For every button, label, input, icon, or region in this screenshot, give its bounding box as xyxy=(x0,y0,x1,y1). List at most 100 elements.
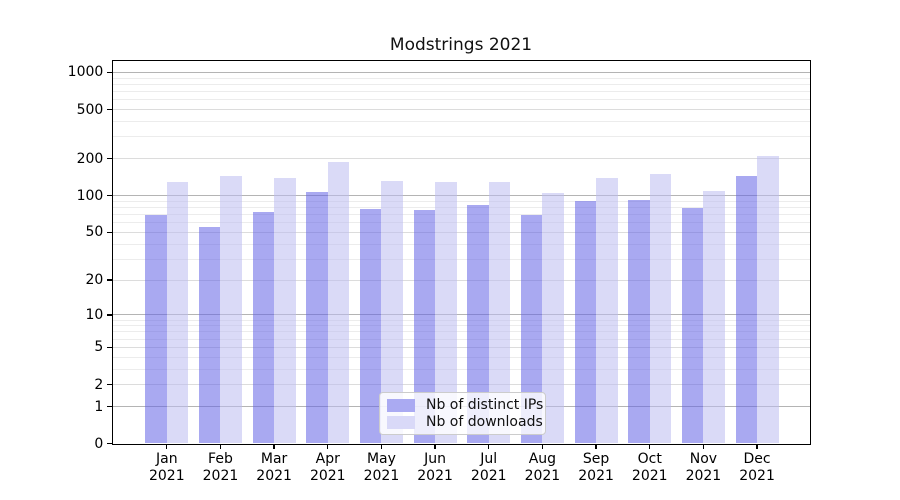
x-tick-month: Aug xyxy=(528,451,557,468)
x-tick-year: 2021 xyxy=(309,468,346,485)
x-tick-label-apr: Apr 2021 xyxy=(300,451,356,485)
minor-gridline xyxy=(113,121,810,123)
x-tick-month: Jun xyxy=(424,451,447,468)
x-tick-label-sep: Sep 2021 xyxy=(568,451,624,485)
y-tick-mark xyxy=(106,346,113,349)
minor-gridline xyxy=(113,77,810,79)
x-tick-mark xyxy=(488,444,490,450)
y-tick-label: 100 xyxy=(76,187,104,204)
x-tick-year: 2021 xyxy=(524,468,561,485)
x-tick-mark xyxy=(219,444,222,450)
minor-gridline xyxy=(113,331,810,333)
minor-gridline xyxy=(113,200,810,202)
x-tick-year: 2021 xyxy=(685,468,722,485)
x-tick-mark xyxy=(327,444,329,450)
bar-distinct-ips-jun xyxy=(413,209,436,444)
x-tick-mark xyxy=(756,444,758,450)
minor-gridline xyxy=(113,368,810,370)
x-tick-label-feb: Feb 2021 xyxy=(192,451,248,485)
y-tick-label: 2 xyxy=(94,376,104,393)
minor-gridline xyxy=(113,356,810,358)
minor-gridline xyxy=(113,258,810,260)
x-tick-mark xyxy=(380,444,383,450)
legend-swatch-distinct-ips xyxy=(387,399,415,412)
y-tick-mark xyxy=(106,314,113,316)
bar-distinct-ips-may xyxy=(359,208,382,444)
x-tick-mark xyxy=(541,444,544,450)
y-tick-label: 20 xyxy=(85,272,104,289)
x-tick-mark xyxy=(434,444,436,450)
x-tick-month: Feb xyxy=(208,451,233,468)
legend-swatch-downloads xyxy=(387,416,415,429)
bar-downloads-mar xyxy=(274,177,296,444)
x-tick-year: 2021 xyxy=(578,468,614,485)
minor-gridline xyxy=(113,319,810,321)
y-tick-mark xyxy=(106,279,113,281)
y-tick-mark xyxy=(106,108,113,111)
bar-downloads-apr xyxy=(327,162,350,444)
mid-gridline xyxy=(113,158,810,160)
x-tick-label-oct: Oct 2021 xyxy=(622,451,678,485)
y-tick-mark xyxy=(106,231,113,234)
bar-downloads-may xyxy=(381,180,403,444)
x-tick-label-may: May 2021 xyxy=(353,451,409,485)
minor-gridline xyxy=(113,91,810,92)
bar-distinct-ips-mar xyxy=(252,211,275,444)
minor-gridline xyxy=(113,222,810,224)
x-tick-mark xyxy=(273,444,275,450)
minor-gridline xyxy=(113,207,810,209)
x-tick-month: Nov xyxy=(689,451,718,468)
bar-downloads-dec xyxy=(757,156,779,444)
legend-label-downloads: Nb of downloads xyxy=(426,414,543,430)
x-tick-month: Jan xyxy=(156,451,178,468)
minor-gridline xyxy=(113,214,810,216)
mid-gridline xyxy=(113,109,810,111)
minor-gridline xyxy=(113,243,810,245)
bar-downloads-nov xyxy=(703,190,725,444)
x-tick-mark xyxy=(595,444,597,450)
bar-distinct-ips-sep xyxy=(574,201,597,444)
y-tick-mark xyxy=(106,443,113,445)
minor-gridline xyxy=(113,338,810,340)
bar-distinct-ips-dec xyxy=(735,175,758,444)
x-tick-label-jan: Jan 2021 xyxy=(139,451,195,485)
x-tick-year: 2021 xyxy=(631,468,668,485)
x-tick-month: Apr xyxy=(315,451,340,468)
minor-gridline xyxy=(113,99,810,101)
legend-item-distinct-ips: Nb of distinct IPs xyxy=(387,397,543,414)
x-tick-year: 2021 xyxy=(417,468,453,485)
y-tick-label: 10 xyxy=(85,306,104,323)
mid-gridline xyxy=(113,231,810,233)
bar-distinct-ips-apr xyxy=(306,191,328,444)
minor-gridline xyxy=(113,83,810,85)
x-tick-year: 2021 xyxy=(202,468,239,485)
major-gridline xyxy=(113,195,810,197)
mid-gridline xyxy=(113,384,810,386)
legend: Nb of distinct IPs Nb of downloads xyxy=(379,392,546,435)
x-tick-month: Oct xyxy=(637,451,662,468)
y-tick-mark xyxy=(106,405,113,408)
y-tick-mark xyxy=(106,384,113,386)
x-tick-year: 2021 xyxy=(148,468,185,485)
bar-distinct-ips-oct xyxy=(628,200,650,444)
x-tick-label-aug: Aug 2021 xyxy=(514,451,570,485)
x-tick-month: Jul xyxy=(480,451,498,468)
x-tick-year: 2021 xyxy=(256,468,292,485)
bar-distinct-ips-nov xyxy=(681,208,704,444)
x-tick-mark xyxy=(166,444,168,450)
bar-distinct-ips-aug xyxy=(520,215,543,444)
x-tick-label-nov: Nov 2021 xyxy=(675,451,731,485)
x-tick-label-jun: Jun 2021 xyxy=(407,451,463,485)
chart-title: Modstrings 2021 xyxy=(389,35,533,55)
x-tick-month: May xyxy=(366,451,396,468)
bar-downloads-jan xyxy=(166,181,189,444)
y-tick-label: 50 xyxy=(85,224,104,241)
x-tick-month: Sep xyxy=(582,451,610,468)
bar-downloads-aug xyxy=(542,193,564,444)
y-tick-label: 0 xyxy=(94,435,104,452)
x-tick-mark xyxy=(649,444,651,450)
bar-downloads-jun xyxy=(435,181,457,444)
bar-distinct-ips-jan xyxy=(145,214,167,444)
y-tick-label: 1000 xyxy=(67,64,104,81)
legend-label-distinct-ips: Nb of distinct IPs xyxy=(426,397,544,413)
